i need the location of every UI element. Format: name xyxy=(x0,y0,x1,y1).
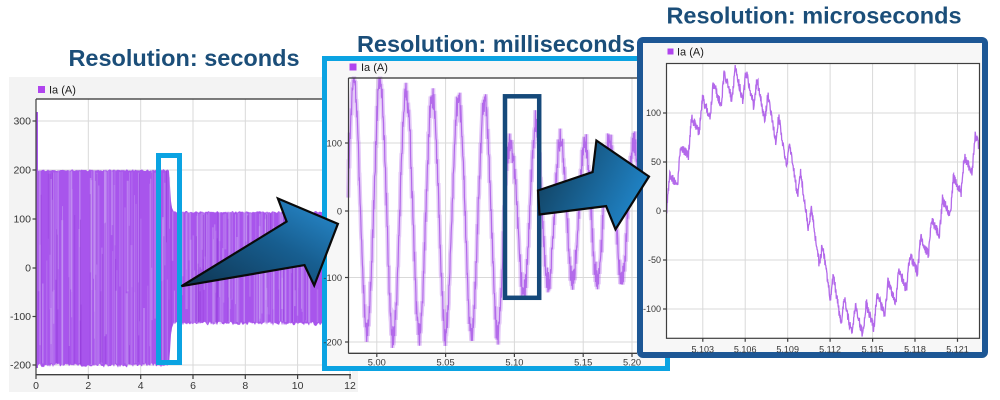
svg-text:5.118: 5.118 xyxy=(904,345,926,355)
svg-text:5.109: 5.109 xyxy=(776,345,799,355)
svg-text:100: 100 xyxy=(326,138,342,148)
svg-text:2: 2 xyxy=(85,380,91,392)
svg-text:300: 300 xyxy=(13,116,31,128)
svg-text:5.10: 5.10 xyxy=(505,358,523,368)
svg-text:12: 12 xyxy=(344,380,356,392)
svg-text:Ia (A): Ia (A) xyxy=(49,85,76,97)
svg-text:Resolution: milliseconds: Resolution: milliseconds xyxy=(357,31,635,57)
svg-text:-200: -200 xyxy=(10,360,31,372)
svg-text:5.106: 5.106 xyxy=(734,345,757,355)
svg-text:5.121: 5.121 xyxy=(946,345,969,355)
svg-text:0: 0 xyxy=(337,206,342,216)
svg-text:200: 200 xyxy=(13,165,31,177)
svg-text:-100: -100 xyxy=(643,304,661,314)
svg-text:-50: -50 xyxy=(648,255,661,265)
svg-text:5.15: 5.15 xyxy=(574,358,592,368)
svg-text:4: 4 xyxy=(138,380,144,392)
svg-text:Resolution: microseconds: Resolution: microseconds xyxy=(666,3,961,29)
svg-text:8: 8 xyxy=(242,380,248,392)
svg-text:50: 50 xyxy=(651,157,661,167)
svg-text:5.115: 5.115 xyxy=(862,345,884,355)
svg-text:Ia (A): Ia (A) xyxy=(361,62,388,74)
svg-text:0: 0 xyxy=(25,263,31,275)
svg-text:10: 10 xyxy=(292,380,304,392)
svg-text:-100: -100 xyxy=(10,311,31,323)
svg-text:0: 0 xyxy=(656,206,661,216)
svg-text:0: 0 xyxy=(33,380,39,392)
svg-text:6: 6 xyxy=(190,380,196,392)
svg-text:5.103: 5.103 xyxy=(692,345,715,355)
svg-text:100: 100 xyxy=(13,214,31,226)
svg-text:5.20: 5.20 xyxy=(623,358,641,368)
svg-text:5.05: 5.05 xyxy=(437,358,455,368)
svg-text:-200: -200 xyxy=(323,337,342,347)
svg-text:100: 100 xyxy=(646,108,661,118)
svg-text:Ia (A): Ia (A) xyxy=(677,47,704,59)
svg-text:5.00: 5.00 xyxy=(368,358,386,368)
svg-text:Resolution: seconds: Resolution: seconds xyxy=(68,45,299,71)
svg-text:-100: -100 xyxy=(323,273,342,283)
svg-text:5.112: 5.112 xyxy=(819,345,841,355)
